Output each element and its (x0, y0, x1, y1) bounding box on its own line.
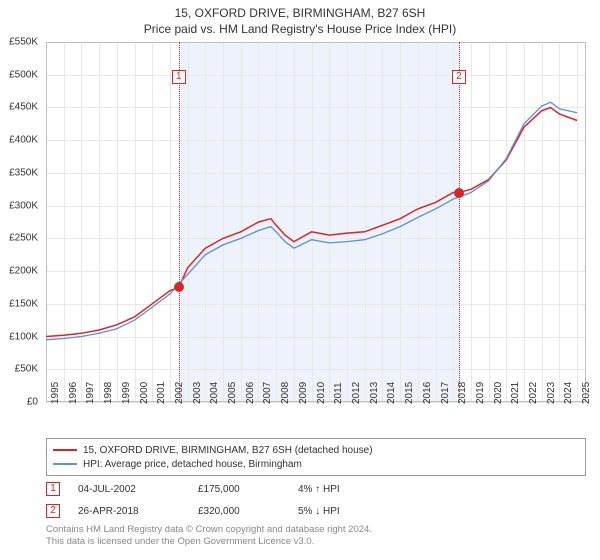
sale-price: £175,000 (198, 484, 298, 495)
x-axis-label: 2003 (192, 382, 203, 404)
x-axis-label: 2021 (510, 382, 521, 404)
series-hpi (46, 102, 577, 340)
legend-swatch (53, 463, 77, 465)
sale-marker-box: 2 (452, 70, 466, 84)
legend-item: HPI: Average price, detached house, Birm… (53, 457, 579, 471)
x-axis-label: 2004 (209, 382, 220, 404)
x-axis-label: 2000 (139, 382, 150, 404)
x-axis-label: 1999 (121, 382, 132, 404)
titles: 15, OXFORD DRIVE, BIRMINGHAM, B27 6SH Pr… (0, 0, 600, 36)
y-axis-label: £150K (9, 298, 38, 309)
title-main: 15, OXFORD DRIVE, BIRMINGHAM, B27 6SH (0, 6, 600, 20)
x-axis-label: 1998 (103, 382, 114, 404)
legend-label: 15, OXFORD DRIVE, BIRMINGHAM, B27 6SH (d… (83, 445, 373, 456)
x-axis-label: 2002 (174, 382, 185, 404)
y-axis-label: £0 (27, 397, 38, 408)
sales-row: 2 26-APR-2018 £320,000 5% ↓ HPI (46, 500, 586, 522)
x-axis-label: 2009 (298, 382, 309, 404)
chart-plot-area: £0£50K£100K£150K£200K£250K£300K£350K£400… (46, 42, 586, 402)
x-axis-label: 2012 (351, 382, 362, 404)
legend: 15, OXFORD DRIVE, BIRMINGHAM, B27 6SH (d… (46, 438, 586, 476)
x-axis-label: 2001 (156, 382, 167, 404)
sale-marker-box: 1 (172, 70, 186, 84)
footer: Contains HM Land Registry data © Crown c… (46, 524, 372, 549)
x-axis-label: 2015 (404, 382, 415, 404)
sales-row: 1 04-JUL-2002 £175,000 4% ↑ HPI (46, 478, 586, 500)
sale-marker-line (459, 42, 460, 402)
x-axis-label: 2024 (563, 382, 574, 404)
y-axis-label: £50K (15, 364, 38, 375)
sale-marker-line (179, 42, 180, 402)
footer-line2: This data is licensed under the Open Gov… (46, 536, 372, 548)
x-axis-label: 2017 (440, 382, 451, 404)
legend-swatch (53, 449, 77, 451)
sale-point (454, 188, 464, 198)
sale-date: 26-APR-2018 (78, 506, 198, 517)
legend-item: 15, OXFORD DRIVE, BIRMINGHAM, B27 6SH (d… (53, 443, 579, 457)
sale-delta: 4% ↑ HPI (298, 484, 418, 495)
x-axis-label: 2008 (280, 382, 291, 404)
x-axis-label: 2013 (369, 382, 380, 404)
x-axis-label: 2006 (245, 382, 256, 404)
y-axis-label: £500K (9, 69, 38, 80)
y-axis-label: £350K (9, 167, 38, 178)
x-axis-label: 1997 (85, 382, 96, 404)
sale-date: 04-JUL-2002 (78, 484, 198, 495)
sale-index-box: 2 (46, 504, 60, 518)
x-axis-label: 2007 (262, 382, 273, 404)
x-axis-label: 1995 (50, 382, 61, 404)
x-axis-label: 2019 (475, 382, 486, 404)
chart-container: 15, OXFORD DRIVE, BIRMINGHAM, B27 6SH Pr… (0, 0, 600, 560)
series-price_paid (46, 108, 577, 337)
x-axis-label: 2020 (493, 382, 504, 404)
x-axis-label: 2025 (581, 382, 592, 404)
series-svg (46, 42, 586, 402)
x-axis-label: 2022 (528, 382, 539, 404)
y-axis-label: £550K (9, 37, 38, 48)
x-axis-label: 2011 (333, 382, 344, 404)
y-axis-label: £100K (9, 331, 38, 342)
y-axis-label: £250K (9, 233, 38, 244)
sale-point (174, 282, 184, 292)
x-axis-label: 2010 (316, 382, 327, 404)
x-axis-label: 2018 (457, 382, 468, 404)
x-axis-label: 2005 (227, 382, 238, 404)
footer-line1: Contains HM Land Registry data © Crown c… (46, 524, 372, 536)
x-axis-label: 2016 (422, 382, 433, 404)
x-axis-label: 2023 (546, 382, 557, 404)
x-axis-label: 2014 (386, 382, 397, 404)
sale-price: £320,000 (198, 506, 298, 517)
sale-delta: 5% ↓ HPI (298, 506, 418, 517)
sale-index-box: 1 (46, 482, 60, 496)
y-axis-label: £300K (9, 200, 38, 211)
x-axis-label: 1996 (68, 382, 79, 404)
y-axis-label: £200K (9, 266, 38, 277)
title-sub: Price paid vs. HM Land Registry's House … (0, 22, 600, 36)
y-axis-label: £450K (9, 102, 38, 113)
sales-table: 1 04-JUL-2002 £175,000 4% ↑ HPI 2 26-APR… (46, 478, 586, 522)
legend-label: HPI: Average price, detached house, Birm… (83, 459, 302, 470)
y-axis-label: £400K (9, 135, 38, 146)
